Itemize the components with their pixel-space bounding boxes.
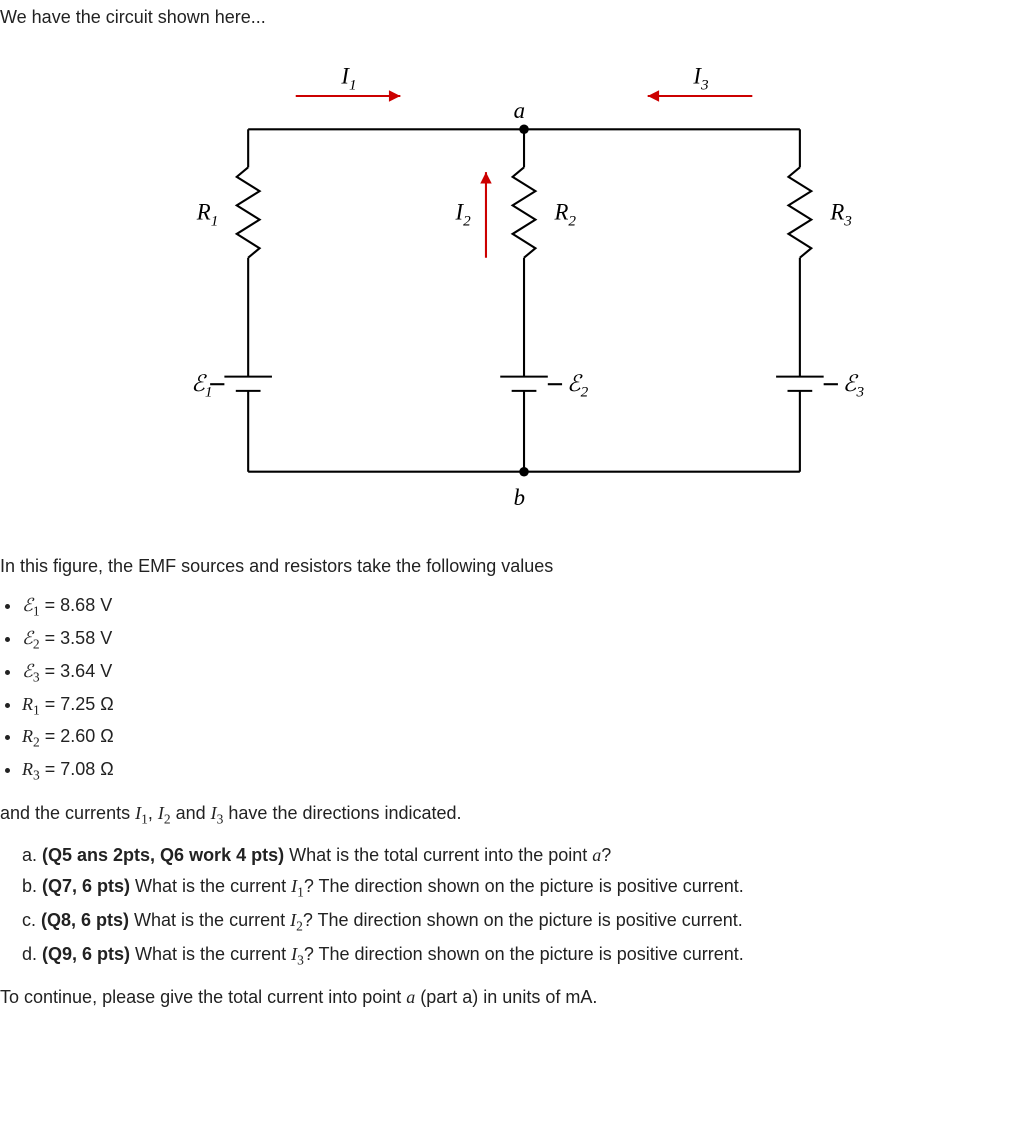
- value-e3: ℰ3 = 3.64 V: [22, 658, 1010, 688]
- value-r3: R3 = 7.08 Ω: [22, 756, 1010, 786]
- svg-text:ℰ3: ℰ3: [843, 371, 865, 401]
- svg-text:b: b: [514, 485, 525, 510]
- question-list: (Q5 ans 2pts, Q6 work 4 pts) What is the…: [22, 842, 1010, 971]
- svg-text:a: a: [514, 98, 525, 123]
- question-a: (Q5 ans 2pts, Q6 work 4 pts) What is the…: [22, 842, 1010, 869]
- svg-text:R1: R1: [196, 200, 219, 230]
- svg-text:R3: R3: [829, 200, 852, 230]
- value-r2: R2 = 2.60 Ω: [22, 723, 1010, 753]
- intro-text: We have the circuit shown here...: [0, 4, 1010, 31]
- question-c: (Q8, 6 pts) What is the current I2? The …: [22, 907, 1010, 937]
- value-e1: ℰ1 = 8.68 V: [22, 592, 1010, 622]
- values-list: ℰ1 = 8.68 V ℰ2 = 3.58 V ℰ3 = 3.64 V R1 =…: [22, 592, 1010, 786]
- value-r1: R1 = 7.25 Ω: [22, 691, 1010, 721]
- svg-text:I2: I2: [455, 200, 472, 230]
- svg-text:I1: I1: [340, 64, 356, 94]
- svg-text:R2: R2: [553, 200, 576, 230]
- svg-text:ℰ1: ℰ1: [191, 371, 212, 401]
- svg-text:ℰ2: ℰ2: [567, 371, 589, 401]
- value-e2: ℰ2 = 3.58 V: [22, 625, 1010, 655]
- circuit-diagram: I1 I3 a b I2 R1 R2 R3 ℰ1 ℰ2 ℰ3: [0, 41, 1010, 541]
- closing-prompt: To continue, please give the total curre…: [0, 984, 1010, 1011]
- svg-text:I3: I3: [692, 64, 709, 94]
- question-d: (Q9, 6 pts) What is the current I3? The …: [22, 941, 1010, 971]
- values-lead: In this figure, the EMF sources and resi…: [0, 553, 1010, 580]
- question-b: (Q7, 6 pts) What is the current I1? The …: [22, 873, 1010, 903]
- currents-line: and the currents I1, I2 and I3 have the …: [0, 800, 1010, 830]
